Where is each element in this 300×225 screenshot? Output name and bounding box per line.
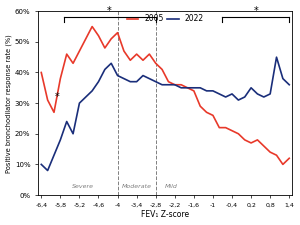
2005 (141, 59, 145, 62)
2022 (122, 77, 126, 80)
2005 (186, 86, 189, 89)
2005 (167, 80, 170, 83)
2005 (198, 105, 202, 108)
2022 (116, 74, 119, 77)
2005 (103, 47, 107, 49)
2005 (78, 50, 81, 52)
2022 (40, 163, 43, 166)
2022 (65, 120, 68, 123)
Text: *: * (55, 92, 59, 102)
2022 (160, 83, 164, 86)
2022 (154, 80, 158, 83)
2005 (192, 90, 196, 92)
2005 (46, 99, 50, 101)
Line: 2022: 2022 (41, 57, 289, 171)
2022 (256, 92, 259, 95)
2005 (179, 83, 183, 86)
2005 (237, 132, 240, 135)
Text: Mild: Mild (165, 184, 178, 189)
2005 (249, 142, 253, 144)
2022 (71, 132, 75, 135)
2022 (287, 83, 291, 86)
2022 (167, 83, 170, 86)
2022 (78, 102, 81, 104)
2005 (84, 37, 88, 40)
2005 (71, 62, 75, 65)
2022 (224, 96, 227, 98)
2005 (135, 53, 138, 55)
2022 (135, 80, 138, 83)
2005 (287, 157, 291, 160)
2005 (110, 37, 113, 40)
2005 (128, 59, 132, 62)
2022 (179, 86, 183, 89)
2022 (268, 92, 272, 95)
2022 (90, 90, 94, 92)
2005 (230, 129, 234, 132)
2005 (148, 53, 151, 55)
2022 (97, 80, 100, 83)
2005 (65, 53, 68, 55)
2022 (84, 96, 88, 98)
2022 (262, 96, 266, 98)
2022 (275, 56, 278, 58)
2022 (198, 86, 202, 89)
2005 (268, 151, 272, 153)
2022 (110, 62, 113, 65)
2022 (141, 74, 145, 77)
2022 (46, 169, 50, 172)
2022 (281, 77, 285, 80)
Text: Moderate: Moderate (122, 184, 152, 189)
2005 (154, 62, 158, 65)
Legend: 2005, 2022: 2005, 2022 (124, 11, 207, 27)
2005 (262, 145, 266, 147)
2022 (249, 86, 253, 89)
2005 (218, 126, 221, 129)
X-axis label: FEV₁ Z-score: FEV₁ Z-score (141, 210, 189, 219)
2022 (58, 139, 62, 141)
2005 (90, 25, 94, 28)
2005 (205, 111, 208, 114)
2005 (173, 83, 177, 86)
2022 (243, 96, 247, 98)
2022 (186, 86, 189, 89)
2022 (205, 90, 208, 92)
2005 (243, 139, 247, 141)
2005 (52, 111, 56, 114)
Line: 2005: 2005 (41, 27, 289, 164)
2022 (237, 99, 240, 101)
2022 (128, 80, 132, 83)
2022 (211, 90, 215, 92)
2005 (122, 50, 126, 52)
2022 (103, 68, 107, 71)
2005 (116, 31, 119, 34)
2005 (275, 154, 278, 157)
2005 (160, 68, 164, 71)
2022 (218, 92, 221, 95)
2022 (230, 92, 234, 95)
2005 (256, 139, 259, 141)
2005 (40, 71, 43, 74)
2022 (148, 77, 151, 80)
2022 (173, 83, 177, 86)
2005 (97, 34, 100, 37)
2022 (192, 86, 196, 89)
2005 (224, 126, 227, 129)
2005 (58, 77, 62, 80)
Y-axis label: Positive bronchodilator response rate (%): Positive bronchodilator response rate (%… (6, 34, 12, 173)
2022 (52, 154, 56, 157)
Text: *: * (107, 6, 112, 16)
Text: Severe: Severe (72, 184, 94, 189)
2005 (211, 114, 215, 117)
2005 (281, 163, 285, 166)
Text: *: * (254, 6, 258, 16)
